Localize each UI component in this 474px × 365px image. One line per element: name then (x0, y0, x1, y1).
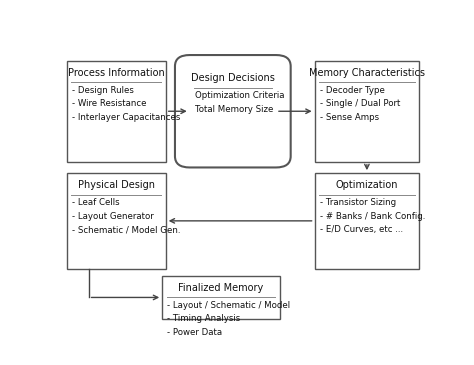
Text: - Leaf Cells: - Leaf Cells (72, 198, 119, 207)
Text: - Schematic / Model Gen.: - Schematic / Model Gen. (72, 225, 180, 234)
Text: - Layout Generator: - Layout Generator (72, 212, 154, 220)
Text: - Sense Amps: - Sense Amps (319, 113, 379, 122)
Text: Memory Characteristics: Memory Characteristics (309, 68, 425, 78)
Bar (66, 61, 166, 162)
Text: Process Information: Process Information (68, 68, 164, 78)
Text: Physical Design: Physical Design (78, 180, 155, 190)
Bar (66, 173, 166, 269)
Text: - E/D Curves, etc ...: - E/D Curves, etc ... (319, 225, 403, 234)
Text: - Single / Dual Port: - Single / Dual Port (319, 99, 400, 108)
Text: Optimization: Optimization (336, 180, 398, 190)
Text: - Decoder Type: - Decoder Type (319, 86, 384, 95)
Text: Design Decisions: Design Decisions (191, 73, 275, 83)
Bar (315, 61, 419, 162)
Text: Optimization Criteria: Optimization Criteria (195, 91, 284, 100)
FancyBboxPatch shape (175, 55, 291, 168)
Text: - Wire Resistance: - Wire Resistance (72, 99, 146, 108)
Text: Total Memory Size: Total Memory Size (195, 105, 273, 114)
Text: - Design Rules: - Design Rules (72, 86, 134, 95)
Text: - Interlayer Capacitances: - Interlayer Capacitances (72, 113, 180, 122)
Text: - # Banks / Bank Config.: - # Banks / Bank Config. (319, 212, 425, 220)
Bar (315, 173, 419, 269)
Text: - Timing Analysis: - Timing Analysis (167, 314, 240, 323)
Bar (162, 276, 280, 319)
Text: - Power Data: - Power Data (167, 328, 222, 337)
Text: Finalized Memory: Finalized Memory (178, 283, 264, 293)
Text: - Layout / Schematic / Model: - Layout / Schematic / Model (167, 301, 291, 310)
Text: - Transistor Sizing: - Transistor Sizing (319, 198, 396, 207)
